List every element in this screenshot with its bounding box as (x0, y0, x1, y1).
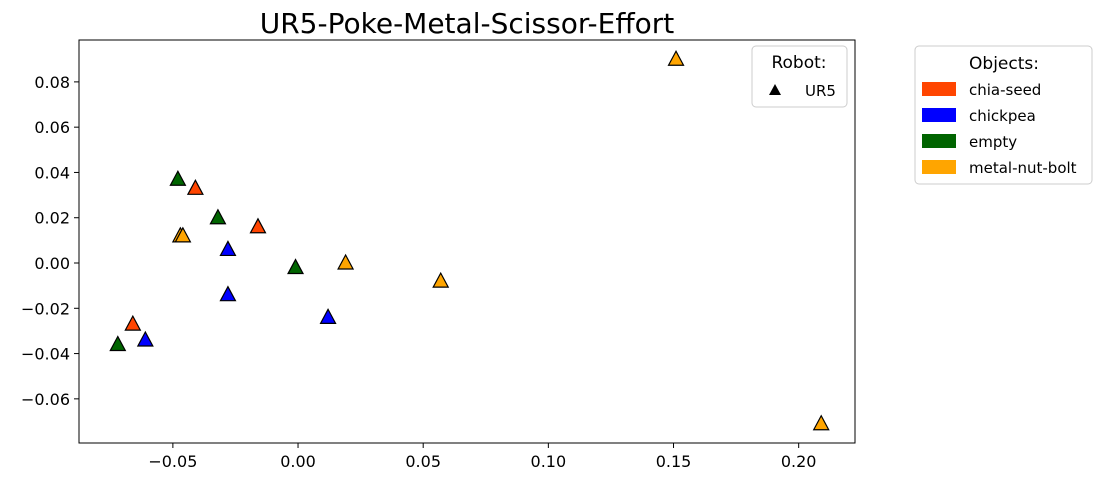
x-tick-label: 0.20 (781, 452, 817, 471)
data-point-chia-seed (186, 179, 204, 195)
data-point-metal-nut-bolt (812, 414, 830, 431)
legend-swatch-metal-nut-bolt (922, 160, 956, 174)
data-point-chickpea (136, 330, 154, 347)
x-tick-label: −0.05 (148, 452, 197, 471)
data-point-chia-seed (249, 217, 267, 234)
data-point-chickpea (219, 240, 237, 257)
y-tick-label: 0.08 (34, 73, 70, 92)
data-points (109, 49, 830, 431)
data-point-metal-nut-bolt (432, 271, 450, 288)
legend-label-metal-nut-bolt: metal-nut-bolt (969, 159, 1077, 177)
legend-swatch-chickpea (922, 108, 956, 122)
y-tick-label: 0.06 (34, 118, 70, 137)
data-point-metal-nut-bolt (174, 226, 192, 243)
x-axis: −0.05 0.00 0.05 0.10 0.15 0.20 (148, 443, 816, 471)
x-tick-label: 0.05 (405, 452, 441, 471)
legend-label-chickpea: chickpea (969, 107, 1036, 125)
robot-legend-label: UR5 (805, 82, 836, 100)
objects-legend-frame (914, 45, 1093, 185)
chart-title: UR5-Poke-Metal-Scissor-Effort (260, 7, 675, 40)
data-point-metal-nut-bolt (337, 253, 355, 270)
objects-legend-title: Objects: (969, 54, 1039, 74)
x-tick-label: 0.00 (280, 452, 316, 471)
legend-label-chia-seed: chia-seed (969, 81, 1041, 99)
plot-area (78, 39, 856, 444)
x-tick-label: 0.15 (656, 452, 692, 471)
x-tick-label: 0.10 (531, 452, 567, 471)
legend-swatch-empty (922, 134, 956, 148)
data-point-metal-nut-bolt (667, 49, 685, 66)
robot-legend-marker-triangle-icon (769, 84, 781, 95)
legend-swatch-chia-seed (922, 82, 956, 96)
data-point-empty (287, 258, 305, 275)
y-tick-label: 0.00 (34, 254, 70, 273)
data-point-chickpea (319, 308, 337, 324)
y-tick-label: −0.04 (21, 345, 70, 364)
data-point-empty (209, 208, 227, 225)
y-tick-label: −0.02 (21, 299, 70, 318)
data-point-chickpea (219, 285, 237, 302)
data-point-empty (109, 335, 127, 352)
legend-label-empty: empty (969, 133, 1017, 151)
y-axis: −0.06 −0.04 −0.02 0.00 0.02 0.04 0.06 0.08 (21, 73, 79, 409)
data-point-empty (169, 169, 187, 186)
objects-legend: Objects: chia-seed chickpea empty metal-… (914, 45, 1093, 185)
robot-legend-title: Robot: (771, 53, 826, 73)
y-tick-label: 0.02 (34, 209, 70, 228)
y-tick-label: 0.04 (34, 163, 70, 182)
data-point-chia-seed (124, 314, 142, 331)
y-tick-label: −0.06 (21, 390, 70, 409)
robot-legend: Robot: UR5 (751, 45, 848, 108)
